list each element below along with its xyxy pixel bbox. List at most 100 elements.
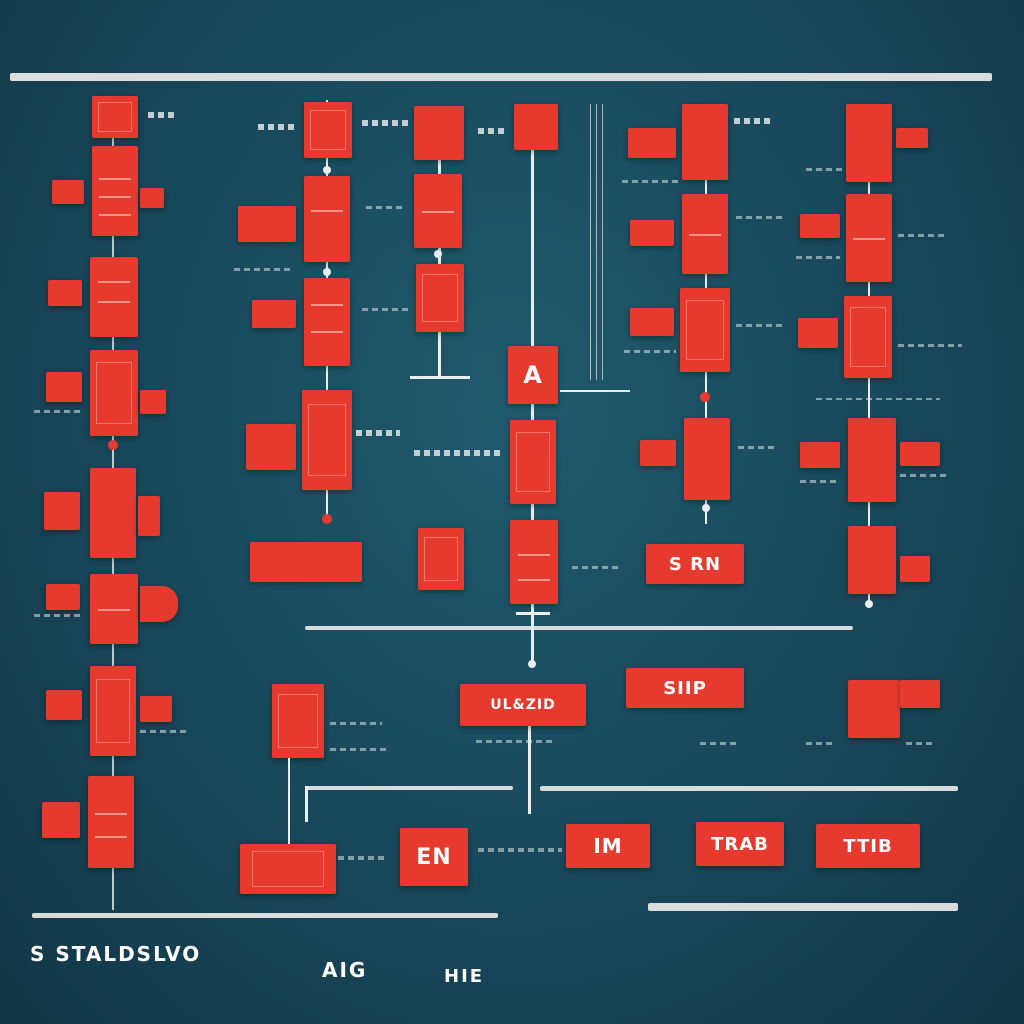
lower-rule-left — [305, 786, 513, 790]
col2-block-3[interactable] — [304, 278, 350, 366]
col5-block-3[interactable] — [680, 288, 730, 372]
dots-2 — [362, 120, 408, 126]
col6-side-4[interactable] — [800, 442, 840, 468]
dots-19 — [800, 480, 840, 483]
im-label: IM — [593, 834, 623, 858]
srn-block[interactable]: S RN — [646, 544, 744, 584]
col2-lower[interactable] — [272, 684, 324, 758]
col6-side-7[interactable] — [900, 680, 940, 708]
col1-tag-2[interactable] — [48, 280, 82, 306]
col1-tag-4[interactable] — [44, 492, 80, 530]
dots-1 — [258, 124, 294, 130]
col2-node-1 — [322, 514, 332, 524]
col5-side-2[interactable] — [630, 220, 674, 246]
col5-block-4[interactable] — [684, 418, 730, 500]
col2-block-1[interactable] — [304, 102, 352, 158]
col6-joint-1 — [865, 600, 873, 608]
col5-side-3[interactable] — [630, 308, 674, 336]
col6-side-6[interactable] — [900, 556, 930, 582]
siip-block[interactable]: SIIP — [626, 668, 744, 708]
en-block[interactable]: EN — [400, 828, 468, 886]
col4-lower-spine — [528, 700, 531, 814]
col6-side-5[interactable] — [900, 442, 940, 466]
top-rule — [10, 73, 992, 81]
col1-block-4[interactable] — [90, 350, 138, 436]
col1-block-6[interactable] — [90, 574, 138, 644]
col5-side-1[interactable] — [628, 128, 676, 158]
col1-tag-7[interactable] — [42, 802, 80, 838]
col1-block-2[interactable] — [92, 146, 138, 236]
col1-block-3[interactable] — [90, 257, 138, 337]
dots-33 — [624, 350, 676, 353]
col1-side-7[interactable] — [140, 586, 178, 622]
col3-joint-1 — [434, 250, 442, 258]
col4-block-4[interactable] — [510, 520, 558, 604]
col4-block-3[interactable] — [510, 420, 556, 504]
ulzid-block[interactable]: UL&ZID — [460, 684, 586, 726]
col6-block-5[interactable] — [848, 526, 896, 594]
en-label: EN — [416, 844, 452, 870]
col6-side-3[interactable] — [798, 318, 838, 348]
footer-right: HIE — [444, 966, 485, 987]
col3-block-2[interactable] — [414, 174, 462, 248]
a-block[interactable]: A — [508, 346, 558, 404]
dots-24 — [330, 722, 382, 725]
dots-22 — [34, 614, 80, 617]
col1-tag-6[interactable] — [46, 690, 82, 720]
col1-side-4[interactable] — [140, 390, 166, 414]
footer-left: S STALDSLVO — [30, 942, 202, 966]
col3-block-1[interactable] — [414, 106, 464, 160]
col6-side-2[interactable] — [800, 214, 840, 238]
col5-block-1[interactable] — [682, 104, 728, 180]
col1-block-5[interactable] — [90, 468, 136, 558]
col3-block-4[interactable] — [418, 528, 464, 590]
dots-31 — [906, 742, 936, 745]
col2-side-2[interactable] — [252, 300, 296, 328]
dots-21 — [34, 410, 80, 413]
col4-block-1[interactable] — [514, 104, 558, 150]
col1-side-8[interactable] — [140, 696, 172, 722]
col2-block-4[interactable] — [302, 390, 352, 490]
col1-block-1[interactable] — [92, 96, 138, 138]
mid-rule — [305, 626, 853, 630]
ttib-label: TTIB — [843, 835, 893, 857]
ttib-block[interactable]: TTIB — [816, 824, 920, 868]
col4-joint-1 — [528, 660, 536, 668]
col2-block-2[interactable] — [304, 176, 350, 262]
col6-block-1[interactable] — [846, 104, 892, 182]
siip-label: SIIP — [663, 677, 707, 699]
im-block[interactable]: IM — [566, 824, 650, 868]
dots-32 — [622, 180, 678, 183]
col6-block-2[interactable] — [846, 194, 892, 282]
col1-tag-3[interactable] — [46, 372, 82, 402]
col2-bottom[interactable] — [240, 844, 336, 894]
col1-side-5[interactable] — [138, 496, 160, 536]
dots-13 — [736, 324, 786, 327]
col2-joint-2 — [323, 268, 331, 276]
dots-29 — [700, 742, 740, 745]
col6-block-6[interactable] — [848, 680, 900, 738]
col1-tag-5[interactable] — [46, 584, 80, 610]
col1-side-2[interactable] — [140, 188, 164, 208]
col1-block-8[interactable] — [88, 776, 134, 868]
col6-block-3[interactable] — [844, 296, 892, 378]
dots-8 — [362, 308, 408, 311]
col2-wide[interactable] — [250, 542, 362, 582]
col6-block-4[interactable] — [848, 418, 896, 502]
col2-side-3[interactable] — [246, 424, 296, 470]
col1-tag-1[interactable] — [52, 180, 84, 204]
dots-11 — [572, 566, 620, 569]
col2-joint-1 — [323, 166, 331, 174]
col5-block-2[interactable] — [682, 194, 728, 274]
dots-14 — [738, 446, 778, 449]
bottom-left-rule — [32, 913, 498, 918]
col6-side-1[interactable] — [896, 128, 928, 148]
dots-30 — [806, 742, 834, 745]
col3-block-3[interactable] — [416, 264, 464, 332]
col2-side-1[interactable] — [238, 206, 296, 242]
col4-ladder — [590, 104, 606, 380]
footer-mid: AIG — [322, 958, 368, 982]
trab-block[interactable]: TRAB — [696, 822, 784, 866]
col1-block-7[interactable] — [90, 666, 136, 756]
col5-side-4[interactable] — [640, 440, 676, 466]
